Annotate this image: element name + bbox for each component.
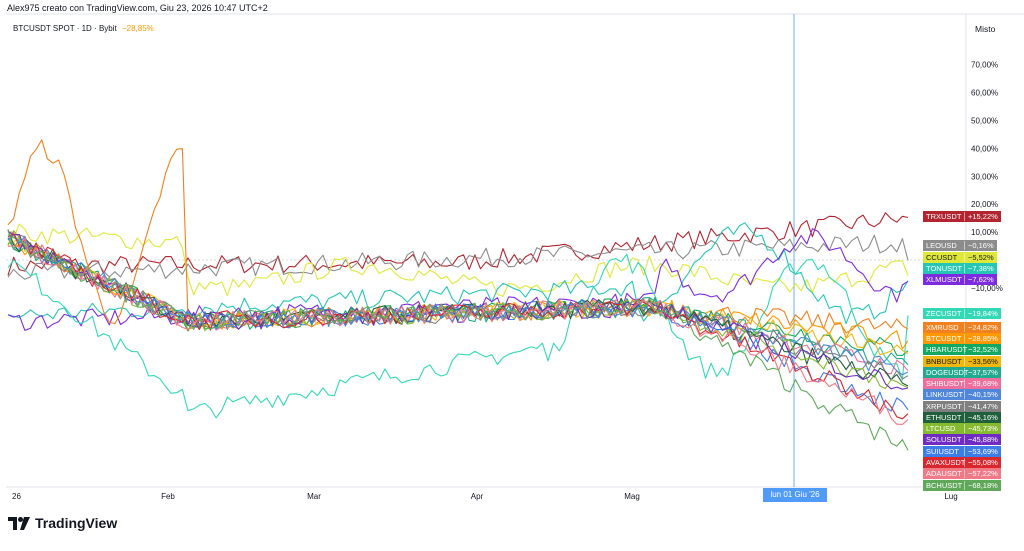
series-tag-name: ETHUSDT — [926, 413, 962, 422]
series-tag-value: −40,15% — [964, 390, 998, 399]
series-tag-value: −55,08% — [964, 458, 998, 467]
series-line-linkusdt[interactable] — [7, 237, 909, 376]
series-tag-name: LINKUSDT — [926, 390, 964, 399]
series-tag-value: −5,52% — [964, 253, 994, 262]
series-tag-tonusdt[interactable]: TONUSDT −7,38% — [923, 263, 997, 274]
scale-mode[interactable]: Misto — [975, 24, 996, 34]
series-line-ethusdt[interactable] — [7, 229, 909, 387]
series-tag-shibusdt[interactable]: SHIBUSDT −39,68% — [923, 378, 1001, 389]
series-tag-name: ADAUSDT — [926, 469, 962, 478]
series-tag-name: SUIUSDT — [926, 447, 959, 456]
series-tag-name: SOLUSDT — [926, 435, 962, 444]
series-tag-value: −0,16% — [964, 241, 994, 250]
series-tag-value: −41,47% — [964, 402, 998, 411]
series-tag-name: SHIBUSDT — [926, 379, 964, 388]
series-tag-name: XMRUSD — [926, 323, 959, 332]
series-tag-xmrusd[interactable]: XMRUSD −24,82% — [923, 322, 1001, 333]
series-tag-ccusdt[interactable]: CCUSDT −5,52% — [923, 252, 997, 263]
series-tag-solusdt[interactable]: SOLUSDT −45,88% — [923, 434, 1001, 445]
series-tag-name: BCHUSDT — [926, 481, 963, 490]
series-tag-linkusdt[interactable]: LINKUSDT −40,15% — [923, 389, 1001, 400]
chart-header: Alex975 creato con TradingView.com, Giu … — [7, 3, 268, 13]
series-tag-value: −68,18% — [964, 481, 998, 490]
y-tick-label: 60,00% — [971, 89, 998, 98]
series-tag-suiusdt[interactable]: SUIUSDT −53,69% — [923, 446, 1001, 457]
series-tag-leousd[interactable]: LEOUSD −0,16% — [923, 240, 997, 251]
series-tag-value: −53,69% — [964, 447, 998, 456]
series-line-zecusdt[interactable] — [7, 253, 909, 419]
tradingview-logo[interactable]: TradingView — [8, 515, 117, 531]
series-tag-zecusdt[interactable]: ZECUSDT −19,84% — [923, 308, 1001, 319]
series-line-ccusdt[interactable] — [7, 223, 909, 297]
series-tag-name: CCUSDT — [926, 253, 958, 262]
series-tag-name: LEOUSD — [926, 241, 957, 250]
series-tag-value: −7,62% — [964, 275, 994, 284]
series-tag-name: BTCUSDT — [926, 334, 962, 343]
series-tag-value: −37,57% — [964, 368, 998, 377]
series-tag-adausdt[interactable]: ADAUSDT −57,22% — [923, 468, 1001, 479]
series-line-adausdt[interactable] — [7, 237, 909, 425]
y-tick-label: 40,00% — [971, 144, 998, 153]
series-tag-name: BNBUSDT — [926, 357, 962, 366]
series-tag-name: XRPUSDT — [926, 402, 962, 411]
series-tag-value: −45,16% — [964, 413, 998, 422]
series-tag-value: −45,73% — [964, 424, 998, 433]
series-tag-hbarusdt[interactable]: HBARUSDT−32,52% — [923, 344, 1001, 355]
x-tick-label: Feb — [161, 492, 175, 501]
series-tag-value: −57,22% — [964, 469, 998, 478]
series-tag-name: LTCUSD — [926, 424, 956, 433]
series-line-avaxusdt[interactable] — [7, 233, 909, 420]
symbol-name: BTCUSDT SPOT · 1D · Bybit — [13, 24, 117, 33]
series-line-bchusdt[interactable] — [7, 229, 909, 451]
series-line-leousd[interactable] — [7, 234, 909, 280]
series-tag-value: −32,52% — [964, 345, 998, 354]
series-tag-name: TRXUSDT — [926, 212, 962, 221]
series-tag-ltcusd[interactable]: LTCUSD −45,73% — [923, 423, 1001, 434]
series-tag-value: −24,82% — [964, 323, 998, 332]
series-tag-name: DOGEUSDT — [926, 368, 969, 377]
series-tag-bnbusdt[interactable]: BNBUSDT −33,56% — [923, 356, 1001, 367]
series-tag-avaxusdt[interactable]: AVAXUSDT −55,08% — [923, 457, 1001, 468]
y-tick-label: 30,00% — [971, 172, 998, 181]
series-tag-name: HBARUSDT — [926, 345, 968, 354]
series-tag-name: TONUSDT — [926, 264, 963, 273]
symbol-legend[interactable]: BTCUSDT SPOT · 1D · Bybit −28,85% — [13, 24, 154, 33]
crosshair-date: lun 01 Giu '26 — [763, 488, 827, 502]
y-tick-label: 10,00% — [971, 228, 998, 237]
series-tag-dogeusdt[interactable]: DOGEUSDT−37,57% — [923, 367, 1001, 378]
series-tag-btcusdt[interactable]: BTCUSDT −28,85% — [923, 333, 1001, 344]
brand-name: TradingView — [35, 515, 118, 531]
series-tag-ethusdt[interactable]: ETHUSDT −45,16% — [923, 412, 1001, 423]
x-tick-label: Mar — [307, 492, 321, 501]
symbol-change: −28,85% — [121, 24, 154, 33]
y-tick-label: 20,00% — [971, 200, 998, 209]
series-tag-name: XLMUSDT — [926, 275, 962, 284]
series-tag-value: +15,22% — [964, 212, 998, 221]
series-tag-value: −39,68% — [964, 379, 998, 388]
x-tick-label: Apr — [471, 492, 484, 501]
series-tag-xrpusdt[interactable]: XRPUSDT −41,47% — [923, 401, 1001, 412]
x-tick-label: 26 — [12, 492, 21, 501]
series-tag-value: −7,38% — [964, 264, 994, 273]
y-tick-label: 70,00% — [971, 61, 998, 70]
series-tag-value: −19,84% — [964, 309, 998, 318]
series-tag-value: −33,56% — [964, 357, 998, 366]
series-tag-value: −45,88% — [964, 435, 998, 444]
series-tag-name: ZECUSDT — [926, 309, 962, 318]
tradingview-icon — [8, 516, 30, 530]
x-tick-label: Lug — [944, 492, 957, 501]
x-tick-label: Mag — [624, 492, 640, 501]
series-tag-trxusdt[interactable]: TRXUSDT +15,22% — [923, 211, 1001, 222]
series-line-trxusdt[interactable] — [7, 212, 909, 276]
series-tag-xlmusdt[interactable]: XLMUSDT −7,62% — [923, 274, 997, 285]
series-tag-value: −28,85% — [964, 334, 998, 343]
series-tag-name: AVAXUSDT — [926, 458, 966, 467]
y-tick-label: −10,00% — [971, 284, 1003, 293]
series-line-xlmusdt[interactable] — [7, 228, 909, 331]
series-tag-bchusdt[interactable]: BCHUSDT −68,18% — [923, 480, 1001, 491]
y-tick-label: 50,00% — [971, 117, 998, 126]
